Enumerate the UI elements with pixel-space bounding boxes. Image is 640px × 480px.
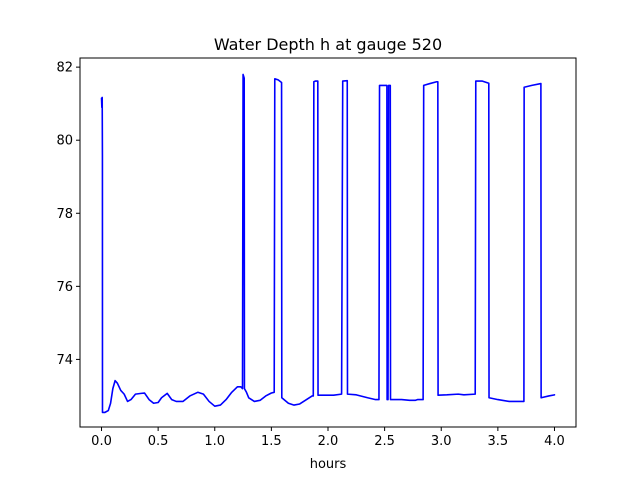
x-axis-label: hours [310,457,347,472]
x-tick-label: 1.5 [261,434,282,449]
x-tick-label: 3.0 [431,434,452,449]
x-tick-label: 0.5 [148,434,169,449]
x-tick-label: 4.0 [544,434,565,449]
x-tick-label: 2.0 [318,434,339,449]
x-tick-label: 3.5 [488,434,509,449]
x-tick-label: 1.0 [204,434,225,449]
y-tick-label: 80 [56,134,73,149]
x-tick-label: 2.5 [374,434,395,449]
y-tick-label: 82 [56,61,73,76]
y-axis: 74 76 78 80 82 [56,61,80,368]
x-tick-label: 0.0 [91,434,112,449]
series-layer [100,73,556,414]
x-axis: 0.0 0.5 1.0 1.5 2.0 2.5 3.0 3.5 4.0 [91,427,565,449]
y-tick-label: 74 [56,353,73,368]
y-tick-label: 76 [56,280,73,295]
y-tick-label: 78 [56,207,73,222]
chart-title: Water Depth h at gauge 520 [214,35,442,54]
series-line [100,73,556,414]
